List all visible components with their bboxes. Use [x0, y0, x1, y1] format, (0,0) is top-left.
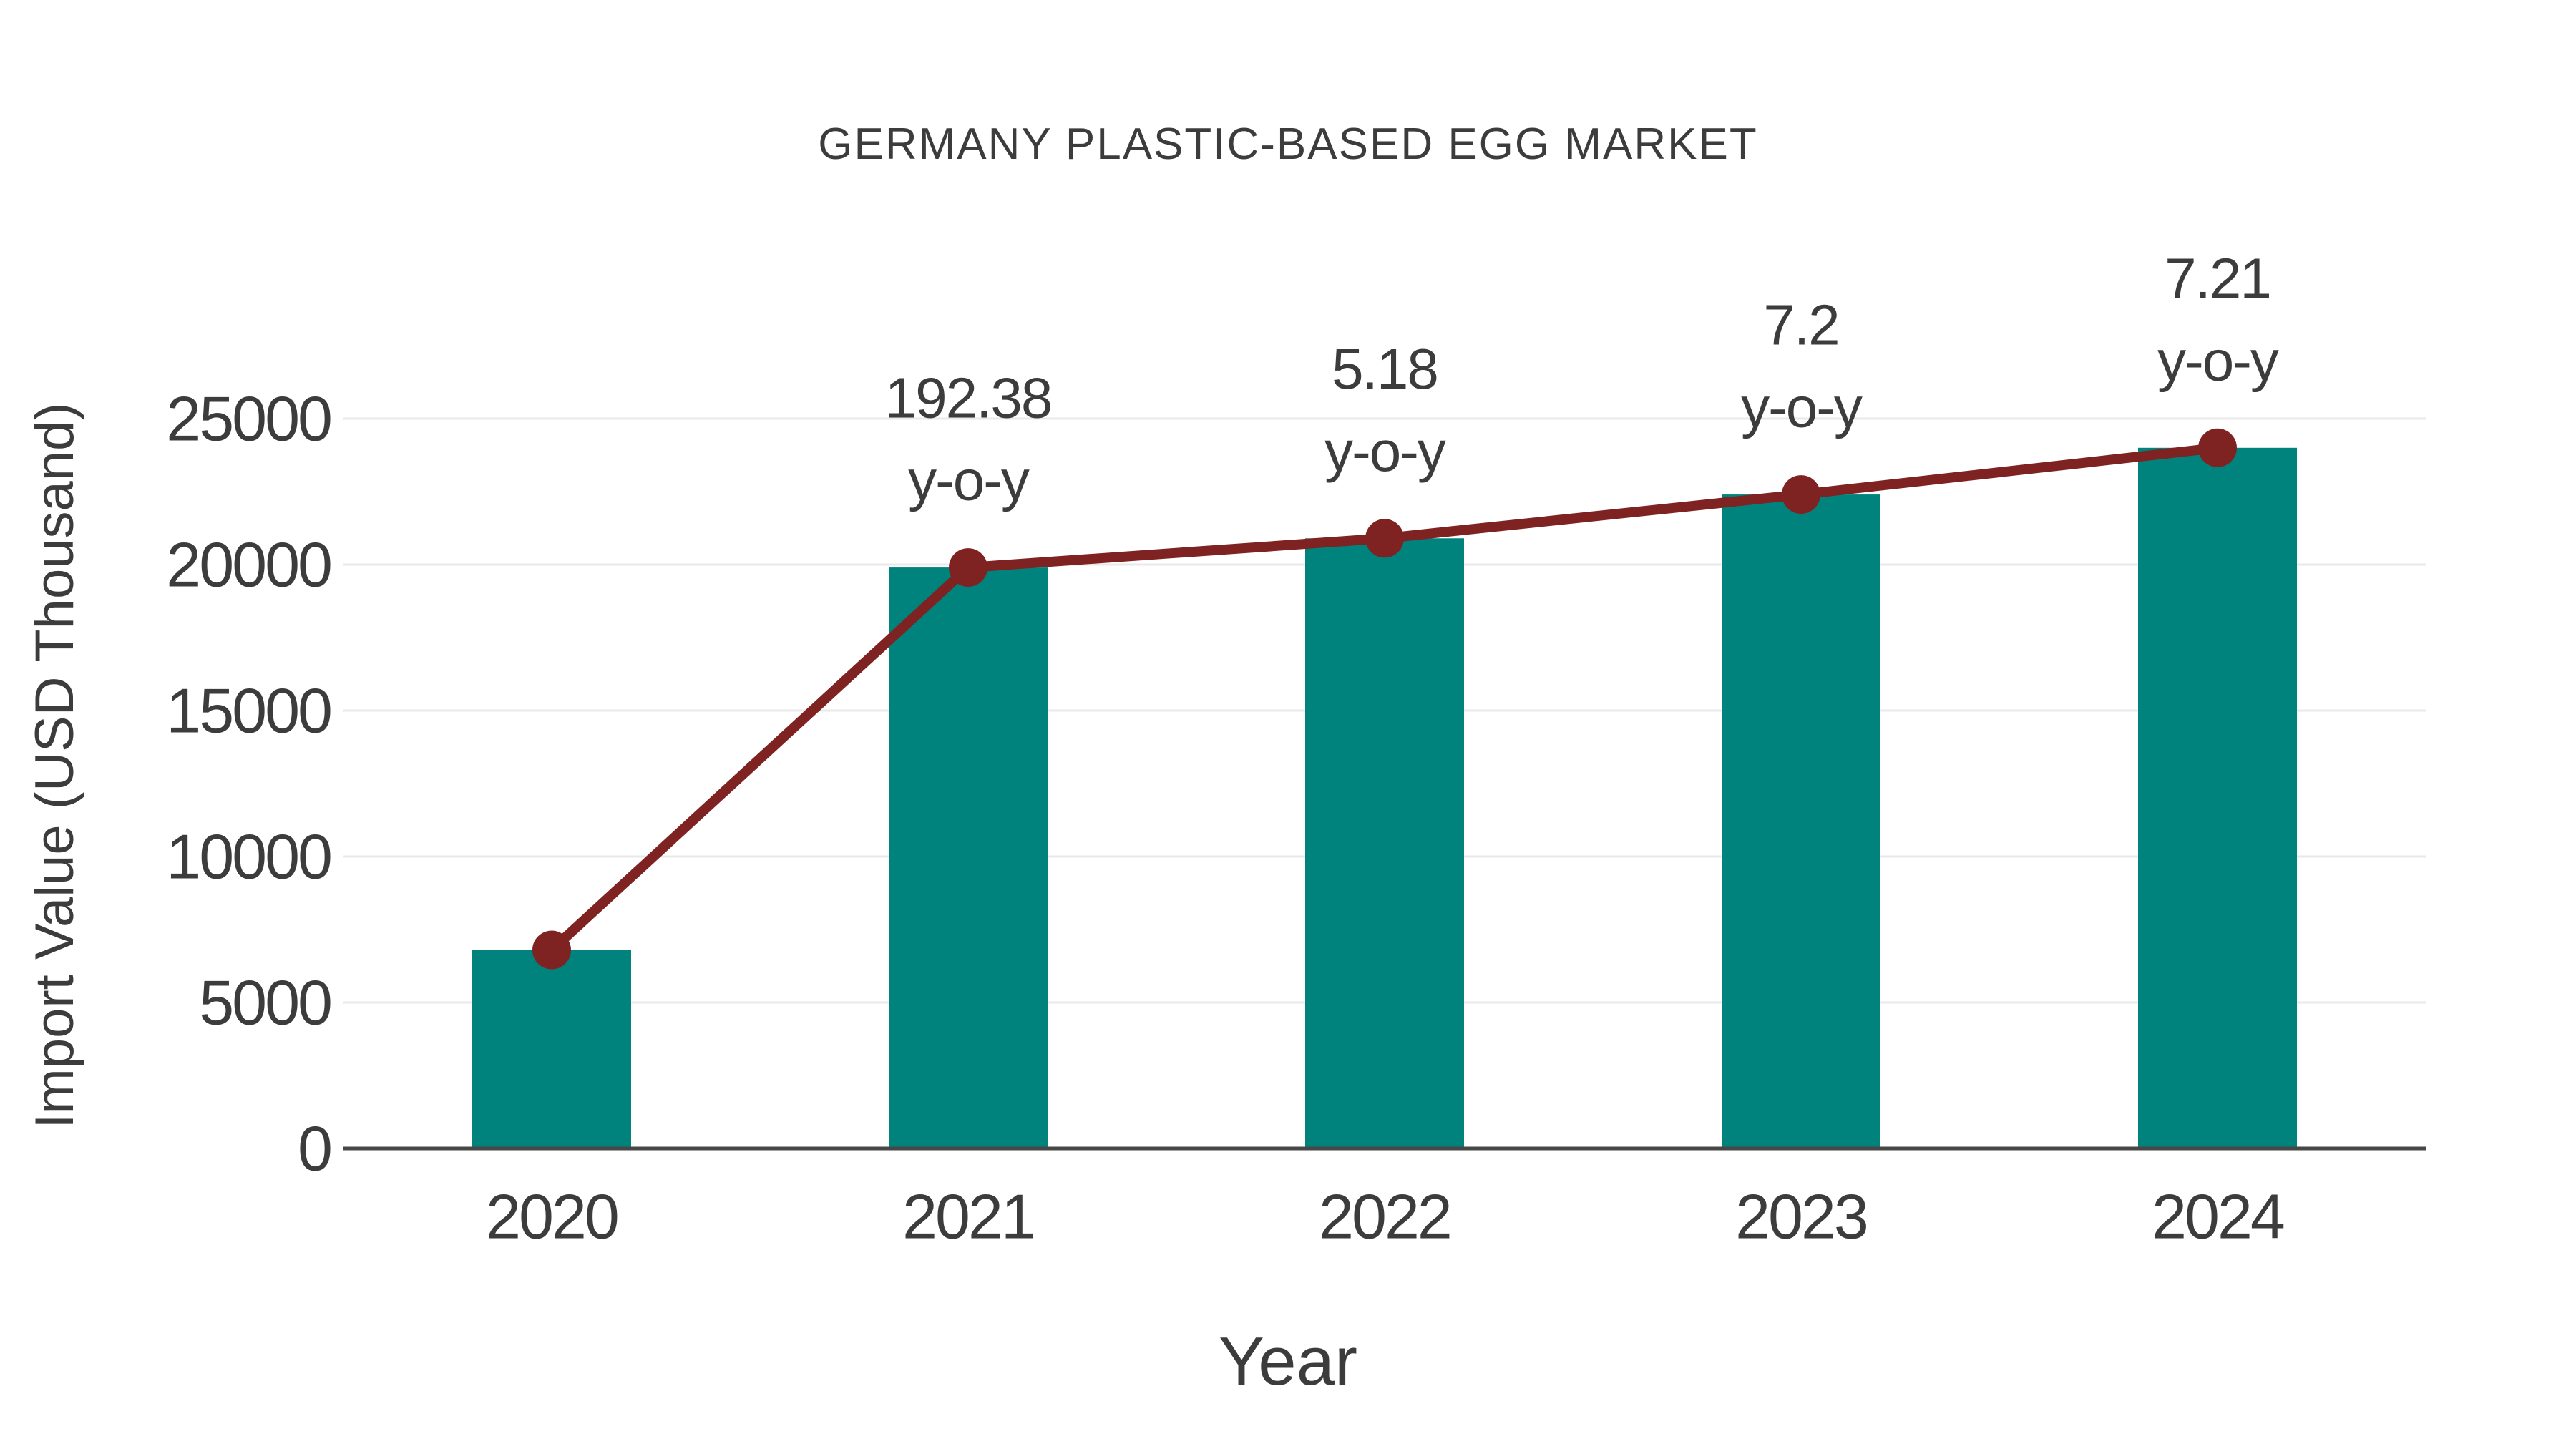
y-tick-label-25000: 25000 — [166, 384, 331, 454]
bar-2024 — [2138, 447, 2297, 1148]
yoy-value-2023: 7.2 — [1763, 293, 1838, 357]
chart-title: GERMANY PLASTIC-BASED EGG MARKET — [818, 119, 1758, 169]
y-tick-label-5000: 5000 — [199, 967, 331, 1038]
x-tick-label-2022: 2022 — [1319, 1181, 1450, 1252]
y-tick-label-0: 0 — [298, 1113, 331, 1184]
bar-2022 — [1305, 538, 1464, 1148]
y-tick-label-15000: 15000 — [166, 675, 331, 746]
yoy-value-2024: 7.21 — [2165, 246, 2270, 310]
bar-2020 — [472, 950, 631, 1148]
x-tick-label-2020: 2020 — [486, 1181, 618, 1252]
yoy-suffix-2021: y-o-y — [908, 449, 1030, 512]
trend-marker-2020 — [532, 930, 571, 970]
yoy-value-2021: 192.38 — [885, 366, 1052, 430]
yoy-suffix-2022: y-o-y — [1324, 419, 1446, 483]
y-tick-label-10000: 10000 — [166, 821, 331, 892]
bar-2023 — [1722, 494, 1880, 1148]
bar-2021 — [889, 567, 1048, 1148]
yoy-value-2022: 5.18 — [1332, 337, 1438, 401]
x-axis-title: Year — [1219, 1323, 1357, 1400]
trend-marker-2021 — [949, 548, 987, 587]
trend-marker-2022 — [1365, 519, 1404, 558]
x-tick-label-2023: 2023 — [1735, 1181, 1867, 1252]
x-tick-label-2024: 2024 — [2152, 1181, 2284, 1252]
x-tick-label-2021: 2021 — [902, 1181, 1034, 1252]
yoy-suffix-2023: y-o-y — [1741, 376, 1863, 439]
y-tick-label-20000: 20000 — [166, 530, 331, 600]
trend-marker-2024 — [2198, 428, 2237, 467]
trend-marker-2023 — [1782, 475, 1820, 514]
yoy-suffix-2024: y-o-y — [2157, 328, 2279, 392]
